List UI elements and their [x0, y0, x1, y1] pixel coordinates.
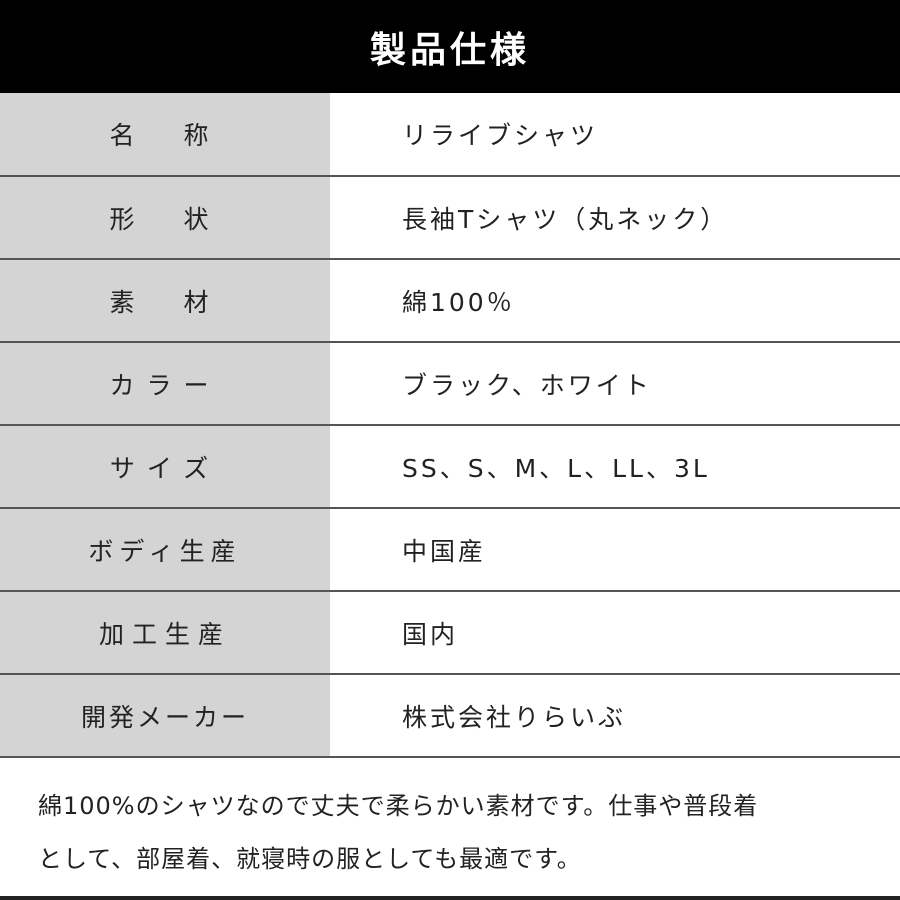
- row-value: 国内: [402, 619, 459, 649]
- spec-title-bar: 製品仕様: [0, 0, 900, 93]
- row-label: ボディ生産: [0, 509, 330, 590]
- note-line-1: 綿100%のシャツなので丈夫で柔らかい素材です。仕事や普段着: [38, 792, 759, 820]
- note-line-2: として、部屋着、就寝時の服としても最適です。: [38, 845, 582, 873]
- row-label: 形 状: [0, 177, 330, 258]
- row-label: 開発メーカー: [0, 675, 330, 756]
- row-value: 長袖Tシャツ（丸ネック）: [402, 204, 729, 234]
- row-value: ブラック、ホワイト: [402, 370, 652, 400]
- row-label: カラー: [0, 343, 330, 424]
- row-value: SS、S、M、L、LL、3L: [402, 453, 710, 483]
- bottom-divider: [0, 896, 900, 900]
- table-row: カラー ブラック、ホワイト: [0, 343, 900, 426]
- row-label: 加工生産: [0, 592, 330, 673]
- table-row: 加工生産 国内: [0, 592, 900, 675]
- table-row: 素 材 綿100％: [0, 260, 900, 343]
- table-row: サイズ SS、S、M、L、LL、3L: [0, 426, 900, 509]
- row-value: 綿100％: [402, 287, 515, 317]
- row-label: サイズ: [0, 426, 330, 507]
- table-row: 形 状 長袖Tシャツ（丸ネック）: [0, 177, 900, 260]
- row-value: 株式会社りらいぶ: [402, 702, 627, 732]
- row-value: 中国産: [402, 536, 487, 566]
- description-note: 綿100%のシャツなので丈夫で柔らかい素材です。仕事や普段着 として、部屋着、就…: [38, 780, 878, 886]
- row-label: 名 称: [0, 93, 330, 175]
- row-value: リライブシャツ: [402, 121, 599, 150]
- table-row: 開発メーカー 株式会社りらいぶ: [0, 675, 900, 758]
- page-title: 製品仕様: [369, 28, 530, 71]
- table-row: ボディ生産 中国産: [0, 509, 900, 592]
- spec-table: 名 称 リライブシャツ 形 状 長袖Tシャツ（丸ネック） 素 材 綿100％ カラー ブ…: [0, 93, 900, 758]
- table-row: 名 称 リライブシャツ: [0, 93, 900, 177]
- row-label: 素 材: [0, 260, 330, 341]
